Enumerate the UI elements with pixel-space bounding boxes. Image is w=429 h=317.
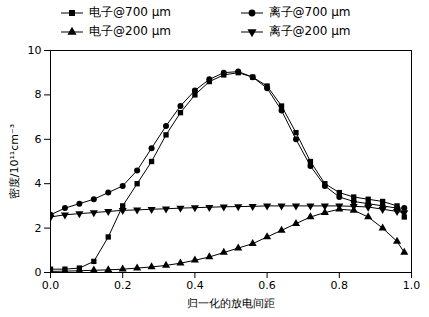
svg-text:归一化的放电间距: 归一化的放电间距 [187,297,275,310]
svg-text:0: 0 [35,266,42,279]
svg-text:6: 6 [35,133,42,146]
svg-text:0.4: 0.4 [186,279,204,292]
html-text:离子@200 μm: 离子@200 μm [268,24,351,38]
svg-text:4: 4 [35,177,42,190]
svg-text:8: 8 [35,88,42,101]
svg-text:0.0: 0.0 [42,279,60,292]
svg-text:0.6: 0.6 [258,279,276,292]
svg-text:1.0: 1.0 [403,279,421,292]
svg-text:0.8: 0.8 [331,279,349,292]
html-text:电子@700 μm: 电子@700 μm [89,5,171,19]
svg-text:0.2: 0.2 [114,279,132,292]
svg-text:2: 2 [35,222,42,235]
html-text:电子@200 μm: 电子@200 μm [89,24,171,38]
html-text:离子@700 μm: 离子@700 μm [268,5,351,19]
svg-text:10: 10 [28,44,42,57]
svg-text:密度/10¹¹cm⁻³: 密度/10¹¹cm⁻³ [8,124,21,200]
